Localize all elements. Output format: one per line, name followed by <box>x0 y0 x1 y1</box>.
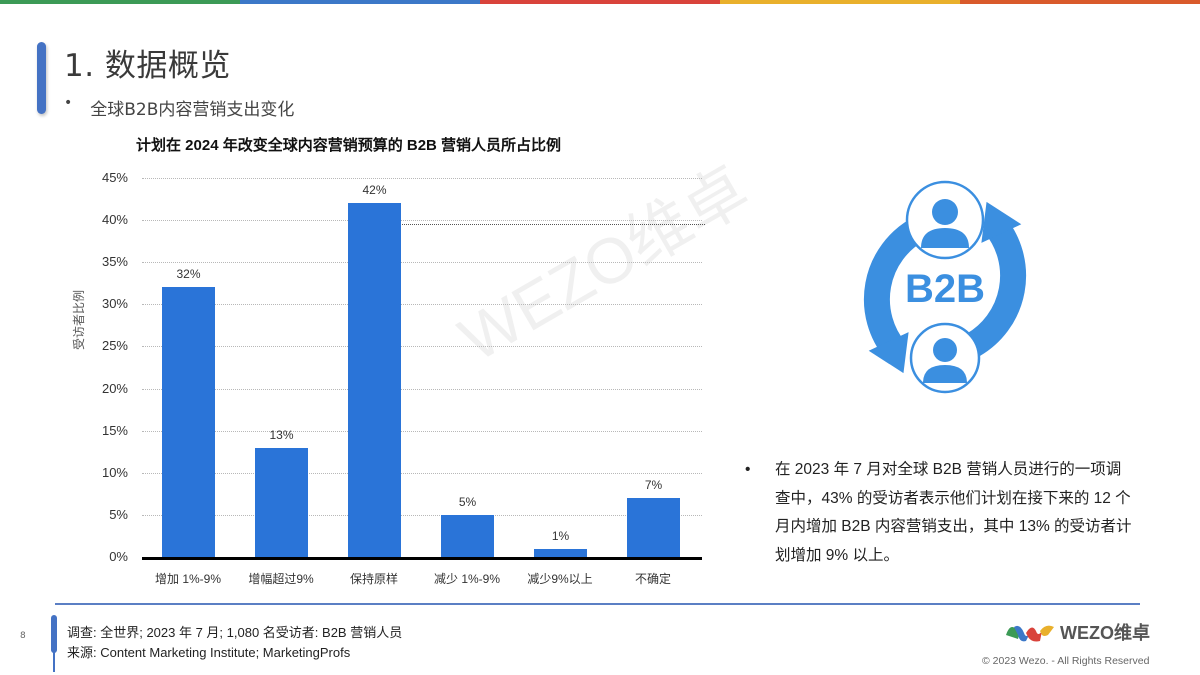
y-tick-label: 15% <box>101 422 128 438</box>
bar-value-label: 42% <box>362 183 387 198</box>
topbar-segment-yellow <box>720 0 960 4</box>
bar-value-label: 7% <box>644 478 663 493</box>
category-label: 不确定 <box>634 572 671 586</box>
bar <box>348 203 401 557</box>
page-number: 8 <box>20 631 26 641</box>
gridline <box>142 346 702 348</box>
gridline <box>142 514 702 516</box>
category-label: 减少9%以上 <box>527 572 593 586</box>
gridline <box>142 430 702 432</box>
bar <box>627 498 680 557</box>
logo-text: WEZO维卓 <box>1060 623 1150 643</box>
category-label: 增加 1%-9% <box>154 572 222 586</box>
y-tick-label: 35% <box>101 254 128 270</box>
gridline <box>142 262 702 264</box>
bar <box>255 447 308 557</box>
bar-value-label: 1% <box>551 528 570 543</box>
topbar-segment-green <box>0 0 240 4</box>
gridline <box>142 472 702 474</box>
gridline <box>142 220 702 222</box>
bar <box>441 514 494 557</box>
copyright: © 2023 Wezo. - All Rights Reserved <box>982 655 1150 667</box>
bullet: • <box>745 461 751 478</box>
category-label: 增幅超过9% <box>248 572 314 586</box>
y-tick-label: 0% <box>109 549 128 564</box>
y-tick-label: 30% <box>101 296 128 312</box>
footer-divider <box>55 603 1140 605</box>
wezo-logo-icon <box>1006 625 1054 642</box>
y-tick-label: 20% <box>101 380 128 396</box>
footer-accent-bar <box>51 615 57 653</box>
topbar-segment-orange <box>960 0 1200 4</box>
category-label: 减少 1%-9% <box>433 572 501 586</box>
summary-text: 在 2023 年 7 月对全球 B2B 营销人员进行的一项调查中，43% 的受访… <box>775 461 1132 564</box>
bar-chart: 受访者比例 0% 5% 10% 15% 20% 25% 30% 35% 40% 45% 32% 13… <box>60 160 720 600</box>
subtitle-text: 全球B2B内容营销支出变化 <box>90 100 295 120</box>
footer-accent-line <box>53 640 55 672</box>
gridline <box>142 388 702 390</box>
page-title: 1. 数据概览 <box>64 48 231 84</box>
summary-note: • 在 2023 年 7 月对全球 B2B 营销人员进行的一项调查中，43% 的… <box>745 456 1135 570</box>
bar <box>162 287 215 557</box>
x-axis-line <box>142 557 702 560</box>
b2b-label: B2B <box>905 267 985 311</box>
wezo-logo: WEZO维卓 <box>1004 619 1150 645</box>
source-info: 来源: Content Marketing Institute; Marketi… <box>67 645 351 660</box>
topbar-segment-blue <box>240 0 480 4</box>
topbar-segment-red <box>480 0 720 4</box>
y-tick-label: 5% <box>109 506 128 522</box>
title-accent-bar <box>37 42 46 114</box>
gridline <box>142 304 702 306</box>
y-tick-label: 10% <box>101 464 128 480</box>
bar <box>534 548 587 557</box>
chart-title: 计划在 2024 年改变全球内容营销预算的 B2B 营销人员所占比例 <box>136 137 562 154</box>
y-tick-label: 45% <box>101 170 128 185</box>
y-tick-label: 25% <box>101 338 128 354</box>
reference-line <box>400 224 705 226</box>
top-color-bar <box>0 0 1200 4</box>
gridline <box>142 178 702 179</box>
bar-value-label: 5% <box>458 494 477 509</box>
b2b-cycle-icon: B2B <box>863 180 1027 394</box>
bullet: • <box>64 95 73 111</box>
category-label: 保持原样 <box>349 572 398 586</box>
subtitle: • 全球B2B内容营销支出变化 <box>64 95 294 120</box>
bar-value-label: 13% <box>269 427 294 442</box>
survey-info: 调查: 全世界; 2023 年 7 月; 1,080 名受访者: B2B 营销人… <box>67 625 403 640</box>
y-tick-label: 40% <box>101 212 128 228</box>
bar-value-label: 32% <box>176 267 201 282</box>
